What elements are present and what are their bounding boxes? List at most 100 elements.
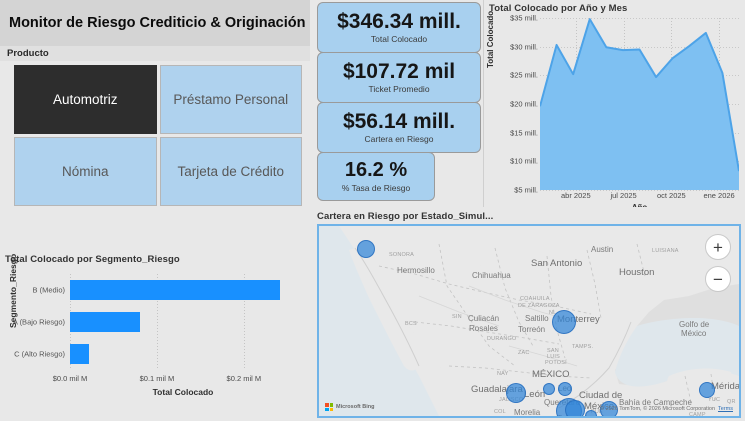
area-chart-visual[interactable]: Total Colocado por Año y Mes Total Coloc… <box>483 0 745 212</box>
map-place-label: Bahía de Campeche <box>619 398 692 407</box>
area-chart-y-tick: $35 mill. <box>510 13 538 23</box>
producto-slicer-header: Producto <box>0 46 310 61</box>
kpi-label: Total Colocado <box>370 34 428 45</box>
map-place-label: TAMPS. <box>572 344 594 350</box>
map-place-label: SAN <box>547 348 559 354</box>
gridline <box>156 274 158 370</box>
bar-chart-visual[interactable]: Total Colocado por Segmento_Riesgo Segme… <box>0 250 310 421</box>
map-place-label: ZAC <box>518 350 530 356</box>
kpi-value: $107.72 mil <box>342 59 456 83</box>
map-place-label: Houston <box>619 267 655 278</box>
map-place-label: Chihuahua <box>472 271 511 280</box>
slicer-tile-label: Nómina <box>61 164 109 179</box>
map-data-bubble[interactable] <box>543 383 555 395</box>
map-place-label: MÉXICO <box>532 369 570 380</box>
bar-chart-title: Total Colocado por Segmento_Riesgo <box>5 254 180 265</box>
gridline <box>243 274 245 370</box>
zoom-out-icon[interactable]: − <box>705 266 731 292</box>
map-data-bubble[interactable] <box>585 410 597 416</box>
map-place-label: León <box>524 389 546 400</box>
producto-slicer: Producto Automotriz Préstamo Personal Nó… <box>0 46 310 211</box>
map-place-label: YUC <box>708 397 721 403</box>
map-place-label: POTOSÍ <box>545 360 567 366</box>
producto-slicer-tiles: Automotriz Préstamo Personal Nómina Tarj… <box>14 65 302 206</box>
slicer-tile-label: Automotriz <box>52 92 118 107</box>
map-data-bubble[interactable] <box>552 310 576 334</box>
area-chart-y-tick: $25 mill. <box>510 70 538 80</box>
bar-chart-x-axis-title: Total Colocado <box>152 387 214 397</box>
map-place-label: San Antonio <box>531 258 583 269</box>
map-data-bubble[interactable] <box>565 400 585 416</box>
gridline <box>540 18 739 19</box>
slicer-tile-nomina[interactable]: Nómina <box>14 137 157 206</box>
area-chart-x-tick: jul 2025 <box>610 191 637 200</box>
bar-chart-bar[interactable]: B (Medio) <box>32 280 296 300</box>
bar-chart-bar[interactable]: C (Alto Riesgo) <box>14 344 296 364</box>
area-chart-y-axis-title: Total Colocado <box>486 10 495 68</box>
map-title: Cartera en Riesgo por Estado_Simul... <box>317 211 494 222</box>
slicer-tile-label: Préstamo Personal <box>173 92 289 107</box>
area-chart-series <box>540 18 739 190</box>
map-place-label: LUIS <box>547 354 561 360</box>
bar-chart-x-tick: $0.0 mil M <box>52 374 88 383</box>
map-place-label: Mérida <box>711 381 741 392</box>
map-place-label: Hermosillo <box>397 266 435 275</box>
kpi-label: Cartera en Riesgo <box>364 134 434 145</box>
kpi-card-tasa-de-riesgo[interactable]: 16.2 % % Tasa de Riesgo <box>317 152 435 201</box>
map-place-label: Guadalajara <box>471 384 523 395</box>
bing-label: Microsoft Bing <box>336 404 375 410</box>
producto-slicer-label: Producto <box>7 48 49 59</box>
kpi-value: 16.2 % <box>344 159 408 182</box>
map-place-label: CAMP <box>689 412 706 418</box>
area-chart-y-axis: $5 mill. $10 mill. $15 mill. $20 mill. $25 m… <box>496 14 538 195</box>
kpi-card-group: $346.34 mill. Total Colocado $107.72 mil… <box>313 2 485 209</box>
map-place-label: NAY <box>497 371 509 377</box>
map-canvas[interactable]: SONORA Hermosillo Chihuahua San Antonio Aust… <box>319 226 739 416</box>
bar-fill <box>70 280 281 300</box>
slicer-tile-tarjeta-de-credito[interactable]: Tarjeta de Crédito <box>159 137 302 206</box>
map-place-label: México <box>584 401 615 412</box>
kpi-card-total-colocado[interactable]: $346.34 mill. Total Colocado <box>317 2 481 53</box>
slicer-tile-prestamo-personal[interactable]: Préstamo Personal <box>159 65 302 134</box>
bar-fill <box>70 312 140 332</box>
map-data-bubble[interactable] <box>558 382 572 396</box>
map-place-label: Rosales <box>469 324 498 333</box>
map-data-bubble[interactable] <box>357 240 375 258</box>
area-chart-x-tick: abr 2025 <box>561 191 591 200</box>
map-place-label: DE ZARAGOZA <box>518 303 560 309</box>
bar-fill <box>70 344 89 364</box>
map-place-label: Culiacán <box>468 314 500 323</box>
area-chart-plot <box>540 18 739 191</box>
slicer-tile-label: Tarjeta de Crédito <box>177 164 285 179</box>
map-data-bubble[interactable] <box>600 401 618 416</box>
map-data-bubble[interactable] <box>699 382 715 398</box>
kpi-value: $346.34 mill. <box>337 9 461 33</box>
map-place-label: LUISIANA <box>652 248 679 254</box>
map-place-label: Austin <box>591 245 614 254</box>
bar-chart-bar[interactable]: A (Bajo Riesgo) <box>13 312 296 332</box>
area-chart-y-tick: $20 mill. <box>510 99 538 109</box>
microsoft-bing-logo[interactable]: Microsoft Bing <box>325 403 375 411</box>
map-place-label: Monterrey <box>557 314 600 325</box>
map-terms-link[interactable]: Terms <box>718 406 733 412</box>
map-frame[interactable]: SONORA Hermosillo Chihuahua San Antonio Aust… <box>317 224 741 418</box>
page-title: Monitor de Riesgo Crediticio & Originaci… <box>9 15 306 31</box>
map-visual[interactable]: Cartera en Riesgo por Estado_Simul... SO… <box>312 207 745 421</box>
area-chart-y-tick: $30 mill. <box>510 42 538 52</box>
zoom-in-icon[interactable]: + <box>705 234 731 260</box>
area-chart-x-axis: abr 2025 jul 2025 oct 2025 ene 2026 <box>540 191 739 203</box>
map-place-label: SIN <box>452 314 462 320</box>
area-chart-x-tick: ene 2026 <box>703 191 735 200</box>
kpi-label: Ticket Promedio <box>368 84 430 95</box>
map-place-label: NL <box>549 310 557 316</box>
slicer-tile-automotriz[interactable]: Automotriz <box>14 65 157 134</box>
kpi-card-cartera-en-riesgo[interactable]: $56.14 mill. Cartera en Riesgo <box>317 102 481 153</box>
bar-chart-x-tick: $0.2 mil M <box>226 374 262 383</box>
kpi-card-ticket-promedio[interactable]: $107.72 mil Ticket Promedio <box>317 52 481 103</box>
map-place-label: DURANGO <box>487 336 517 342</box>
map-data-bubble[interactable] <box>506 383 526 403</box>
bar-chart-x-axis: $0.0 mil M $0.1 mil M $0.2 mil M <box>53 374 296 386</box>
bar-chart-category-label: A (Bajo Riesgo) <box>12 317 65 327</box>
bar-chart-plot: B (Medio) A (Bajo Riesgo) C (Alto Riesgo) <box>13 274 296 370</box>
